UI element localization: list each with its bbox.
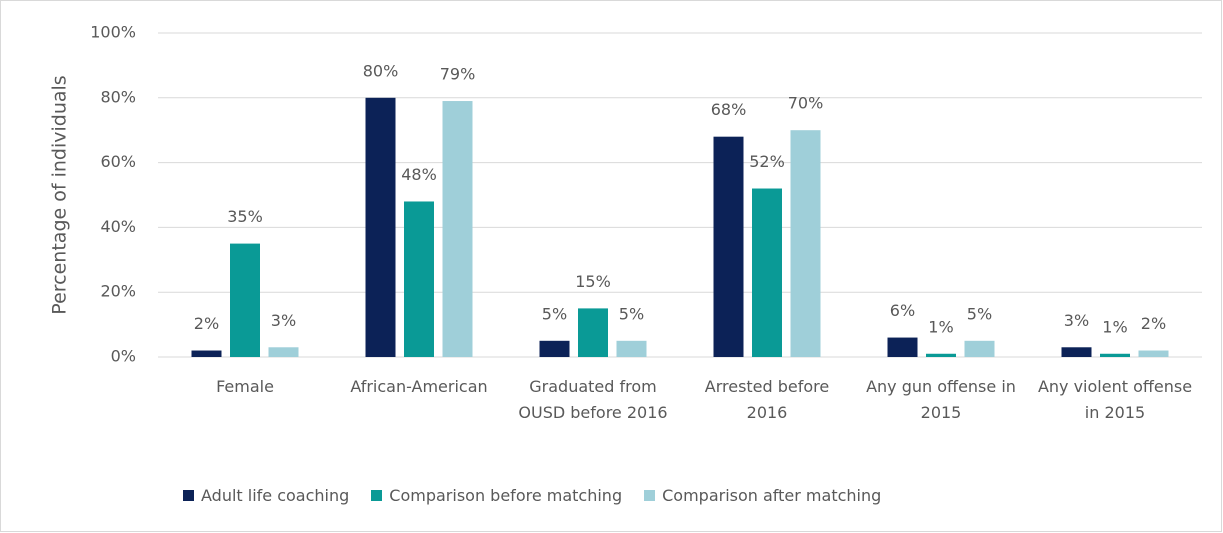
bar xyxy=(790,130,821,357)
bar xyxy=(442,101,473,357)
data-label: 70% xyxy=(788,94,824,113)
y-tick-label: 100% xyxy=(90,23,136,42)
data-label: 48% xyxy=(401,165,437,184)
x-tick-label: Any gun offense in 2015 xyxy=(866,377,1016,422)
y-tick-label: 80% xyxy=(100,87,136,106)
bar xyxy=(887,337,918,357)
bar xyxy=(230,243,260,357)
data-label: 5% xyxy=(542,304,567,323)
legend-swatch xyxy=(644,490,656,501)
legend-item: Adult life coaching xyxy=(183,486,349,505)
bar xyxy=(713,136,744,357)
bar xyxy=(1138,350,1169,357)
y-tick-label: 0% xyxy=(111,347,136,366)
bar xyxy=(752,188,782,357)
data-label: 35% xyxy=(227,207,263,226)
legend-item: Comparison after matching xyxy=(644,486,881,505)
data-label: 6% xyxy=(890,301,915,320)
bar xyxy=(191,350,222,357)
bar xyxy=(365,97,396,358)
x-tick-label: Female xyxy=(216,377,274,396)
data-label: 15% xyxy=(575,272,611,291)
data-label: 2% xyxy=(194,314,219,333)
bar xyxy=(404,201,434,357)
bar xyxy=(1100,353,1130,357)
legend-label: Comparison after matching xyxy=(662,486,882,505)
bar xyxy=(964,340,995,357)
x-tick-label: African-American xyxy=(350,377,488,396)
data-label: 1% xyxy=(928,317,953,336)
y-tick-label: 60% xyxy=(100,152,136,171)
bar xyxy=(539,340,570,357)
data-label: 79% xyxy=(440,65,476,84)
x-tick-label: Arrested before 2016 xyxy=(704,377,830,422)
legend: Adult life coaching Comparison before mat… xyxy=(183,486,881,505)
bar xyxy=(616,340,647,357)
y-tick-label: 20% xyxy=(100,282,136,301)
legend-label: Adult life coaching xyxy=(201,486,350,505)
y-axis-label: Percentage of individuals xyxy=(49,75,71,314)
bar xyxy=(268,347,299,357)
bar xyxy=(926,353,956,357)
data-label: 3% xyxy=(271,311,296,330)
data-label: 68% xyxy=(711,100,747,119)
data-label: 52% xyxy=(749,152,785,171)
bar xyxy=(1061,347,1092,357)
data-label: 5% xyxy=(967,304,992,323)
legend-swatch xyxy=(183,490,194,501)
legend-swatch xyxy=(371,490,383,501)
y-tick-label: 40% xyxy=(100,217,136,236)
data-label: 2% xyxy=(1141,314,1166,333)
legend-label: Comparison before matching xyxy=(389,486,623,505)
x-tick-label: Graduated from OUSD before 2016 xyxy=(518,377,668,422)
data-label: 80% xyxy=(363,61,399,80)
data-label: 3% xyxy=(1064,311,1089,330)
data-label: 5% xyxy=(619,304,644,323)
data-label: 1% xyxy=(1102,317,1127,336)
bar xyxy=(578,308,608,357)
legend-item: Comparison before matching xyxy=(371,486,622,505)
x-tick-label: Any violent offense in 2015 xyxy=(1037,377,1193,422)
